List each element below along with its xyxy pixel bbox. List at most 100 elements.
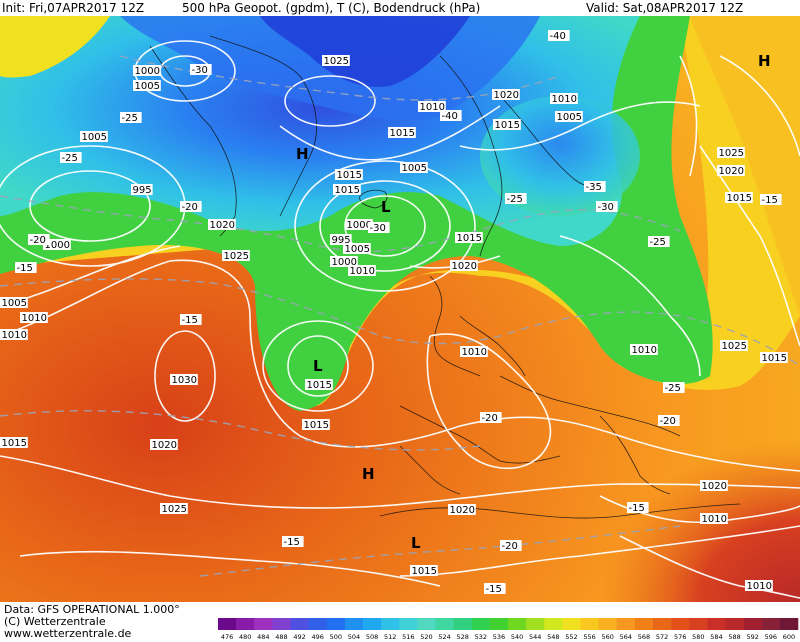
footer: Data: GFS OPERATIONAL 1.000° (C) Wetterz… (0, 602, 800, 642)
colorbar-swatch (508, 618, 527, 630)
temperature-label-bg (15, 262, 37, 273)
colorbar-swatch (562, 618, 581, 630)
pressure-label-bg (322, 55, 350, 66)
northeast-warm (690, 16, 800, 316)
pressure-label-bg (460, 346, 488, 357)
pressure-label-bg (493, 119, 521, 130)
pressure-label-bg (717, 165, 745, 176)
init-time: Init: Fri,07APR2017 12Z (2, 1, 145, 15)
colorbar-label: 552 (565, 633, 577, 640)
pressure-label-bg (208, 219, 236, 230)
pressure-label: 1010 (462, 347, 487, 358)
high-marker: H (758, 52, 771, 70)
pressure-label-bg (170, 374, 198, 385)
pressure-label: 1015 (390, 128, 415, 139)
pressure-label-bg (555, 111, 583, 122)
temperature-label-bg (627, 502, 649, 513)
pressure-label: 1025 (722, 341, 747, 352)
pressure-label-bg (450, 260, 478, 271)
pressure-label: 1015 (307, 380, 332, 391)
temperature-label-bg (648, 236, 670, 247)
colorbar-label: 568 (638, 633, 650, 640)
temperature-label-bg (658, 415, 680, 426)
pressure-label: 1000 (135, 66, 160, 77)
valid-time: Valid: Sat,08APR2017 12Z (586, 1, 744, 15)
pressure-label-bg (133, 80, 161, 91)
pressure-label: 1015 (457, 233, 482, 244)
colorbar-swatch (616, 618, 636, 630)
colorbar-label: 500 (330, 633, 342, 640)
website-link[interactable]: www.wetterzentrale.de (4, 627, 132, 640)
pressure-label-bg (131, 184, 153, 195)
colorbar-swatch (399, 618, 418, 630)
colorbar-swatch (526, 618, 545, 630)
low-marker: L (411, 534, 421, 552)
temperature-label-bg (28, 234, 50, 245)
chart-title: 500 hPa Geopot. (gpdm), T (C), Bodendruc… (182, 1, 481, 15)
temperature-label-bg (282, 536, 304, 547)
pressure-label: 1025 (224, 251, 249, 262)
pressure-label-bg (630, 344, 658, 355)
colorbar-label: 504 (348, 633, 360, 640)
pressure-label-bg (20, 312, 48, 323)
pressure-label: 1015 (304, 420, 329, 431)
temperature-label: -40 (550, 31, 566, 42)
colorbar-swatch (363, 618, 382, 630)
coastlines (149, 35, 741, 519)
colorbar-label: 564 (620, 633, 632, 640)
temperature-label: -20 (30, 235, 46, 246)
colorbar-swatch (653, 618, 672, 630)
pressure-label-bg (0, 437, 28, 448)
colorbar-label: 580 (692, 633, 704, 640)
pressure-label-bg (550, 93, 578, 104)
pressure-label: 1000 (332, 257, 357, 268)
pressure-label: 995 (133, 185, 152, 196)
colorbar-label: 592 (746, 633, 758, 640)
temperature-label-bg (180, 201, 202, 212)
pressure-label: 1000 (347, 220, 372, 231)
colorbar-swatch (326, 618, 346, 630)
temperature-label-bg (548, 30, 570, 41)
colorbar-swatch (381, 618, 400, 630)
colorbar: 476 480 484 488 492 496 500 504 508 512 516 520 524 5… (218, 618, 799, 640)
temperature-label: -25 (665, 383, 681, 394)
colorbar-label: 476 (221, 633, 233, 640)
pressure-label: 1005 (402, 163, 427, 174)
colorbar-label: 496 (311, 633, 323, 640)
pressure-label-bg (302, 419, 330, 430)
pressure-label-bg (348, 265, 376, 276)
pressure-label: 1020 (210, 220, 235, 231)
pressure-label-bg (43, 239, 71, 250)
colorbar-label: 508 (366, 633, 378, 640)
colorbar-swatch (272, 618, 291, 630)
temperature-label: -20 (182, 202, 198, 213)
temperature-label: -15 (284, 537, 300, 548)
pressure-label: 1010 (420, 102, 445, 113)
colorbar-label: 520 (420, 633, 432, 640)
pressure-label: 1010 (2, 330, 27, 341)
pressure-label-bg (150, 439, 178, 450)
colorbar-label: 540 (511, 633, 523, 640)
pressure-label: 1005 (135, 81, 160, 92)
temperature-label: -15 (762, 195, 778, 206)
temperature-label: -15 (629, 503, 645, 514)
pressure-label-bg (725, 192, 753, 203)
colorbar-swatch (471, 618, 491, 630)
pressure-label-bg (700, 480, 728, 491)
pressure-label: 1010 (702, 514, 727, 525)
temperature-label-bg (663, 382, 685, 393)
colorbar-swatch (671, 618, 690, 630)
pressure-label-bg (717, 147, 745, 158)
pressure-label: 1030 (172, 375, 197, 386)
temperature-label: -20 (502, 541, 518, 552)
temperature-label-bg (440, 110, 462, 121)
copyright: (C) Wetterzentrale (4, 615, 106, 628)
colorbar-label: 576 (674, 633, 686, 640)
high-marker: H (296, 145, 309, 163)
colorbar-label: 560 (601, 633, 613, 640)
temperature-label: -15 (182, 315, 198, 326)
pressure-label: 1015 (762, 353, 787, 364)
temperature-label-bg (190, 64, 212, 75)
pressure-label-bg (0, 329, 28, 340)
pressure-label-bg (222, 250, 250, 261)
